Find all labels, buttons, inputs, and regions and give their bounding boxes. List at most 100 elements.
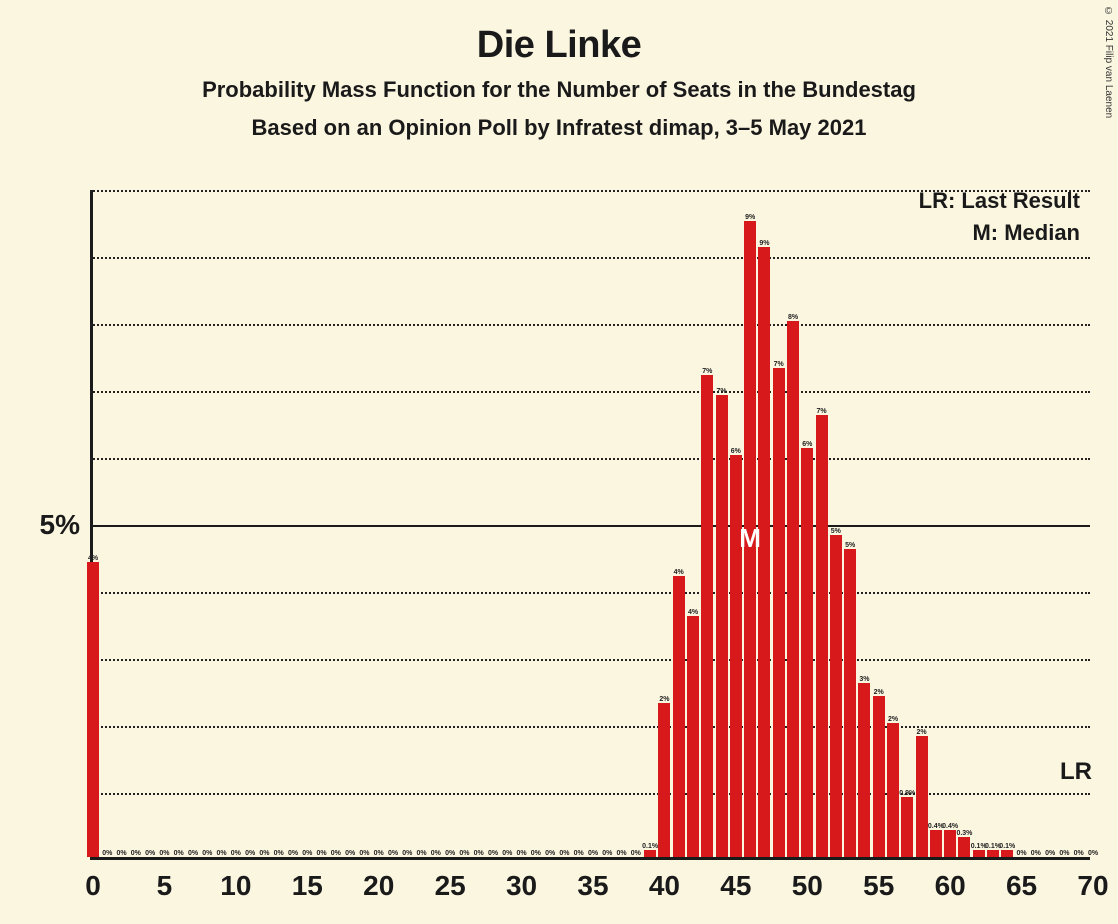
bar: 8% [787, 321, 799, 857]
bar-value-label: 2% [917, 729, 927, 736]
bar-value-label: 8% [788, 314, 798, 321]
chart-subtitle-2: Based on an Opinion Poll by Infratest di… [0, 115, 1118, 141]
bar-value-label: 0% [1045, 850, 1055, 857]
gridline-major [90, 525, 1090, 527]
gridline-minor [90, 391, 1090, 393]
bar-value-label: 0% [245, 850, 255, 857]
bar: 5% [844, 549, 856, 857]
bar-value-label: 0% [145, 850, 155, 857]
gridline-minor [90, 257, 1090, 259]
bar: 7% [716, 395, 728, 857]
bar-value-label: 0% [1059, 850, 1069, 857]
bar-value-label: 9% [759, 240, 769, 247]
bar: 7% [773, 368, 785, 857]
bar-value-label: 0% [217, 850, 227, 857]
chart-area: LR: Last Result M: Median 4%0%0%0%0%0%0%… [90, 190, 1090, 860]
bar-value-label: 9% [745, 214, 755, 221]
gridline-minor [90, 726, 1090, 728]
x-tick-label: 70 [1077, 870, 1108, 902]
bar-value-label: 0% [117, 850, 127, 857]
bar-value-label: 0% [459, 850, 469, 857]
bar-value-label: 0% [1088, 850, 1098, 857]
bar: 6% [801, 448, 813, 857]
bar-value-label: 0% [574, 850, 584, 857]
last-result-marker: LR [1060, 758, 1092, 786]
bar-value-label: 0% [288, 850, 298, 857]
bar: 0.1% [1001, 850, 1013, 857]
bar-value-label: 3% [859, 676, 869, 683]
bar-value-label: 6% [731, 448, 741, 455]
gridline-minor [90, 458, 1090, 460]
bar: 4% [687, 616, 699, 857]
bar-value-label: 0.1% [999, 843, 1015, 850]
bar: 2% [916, 736, 928, 857]
bar-value-label: 0.1% [642, 843, 658, 850]
bar-value-label: 0% [345, 850, 355, 857]
x-tick-label: 60 [935, 870, 966, 902]
bar-value-label: 0.9% [899, 790, 915, 797]
bar-value-label: 0.3% [956, 830, 972, 837]
gridline-minor [90, 793, 1090, 795]
bar-value-label: 0% [102, 850, 112, 857]
bar-value-label: 4% [88, 555, 98, 562]
bar-value-label: 0% [488, 850, 498, 857]
gridline-minor [90, 190, 1090, 192]
bar: 0.4% [930, 830, 942, 857]
bar: 7% [816, 415, 828, 857]
x-tick-label: 50 [792, 870, 823, 902]
bar: 0.4% [944, 830, 956, 857]
bar-value-label: 0% [359, 850, 369, 857]
bar: 0.1% [987, 850, 999, 857]
bar-value-label: 0% [188, 850, 198, 857]
bar-value-label: 0% [388, 850, 398, 857]
bar-value-label: 0% [545, 850, 555, 857]
x-tick-label: 30 [506, 870, 537, 902]
bar-value-label: 7% [717, 388, 727, 395]
x-axis-line [90, 857, 1090, 860]
x-tick-label: 25 [435, 870, 466, 902]
bar-value-label: 0% [302, 850, 312, 857]
bar: 4% [673, 576, 685, 857]
bar-value-label: 0% [317, 850, 327, 857]
bar-value-label: 0% [602, 850, 612, 857]
bar: 0.1% [973, 850, 985, 857]
bar-value-label: 0% [531, 850, 541, 857]
bar-value-label: 4% [674, 569, 684, 576]
x-tick-label: 55 [863, 870, 894, 902]
bar-value-label: 0% [1074, 850, 1084, 857]
bar-value-label: 0% [1031, 850, 1041, 857]
bar-value-label: 2% [874, 689, 884, 696]
bar: 0.9% [901, 797, 913, 857]
bar-value-label: 0% [502, 850, 512, 857]
median-marker: M [739, 523, 761, 554]
x-tick-label: 40 [649, 870, 680, 902]
bar-value-label: 0% [588, 850, 598, 857]
bar-value-label: 0% [631, 850, 641, 857]
bar-value-label: 5% [831, 528, 841, 535]
x-tick-label: 5 [157, 870, 173, 902]
gridline-minor [90, 324, 1090, 326]
bar: 2% [658, 703, 670, 857]
x-tick-label: 0 [85, 870, 101, 902]
bar-value-label: 0% [331, 850, 341, 857]
bar-value-label: 0% [131, 850, 141, 857]
bar-value-label: 0% [474, 850, 484, 857]
bar-value-label: 7% [702, 368, 712, 375]
bar: 4% [87, 562, 99, 857]
bar: 5% [830, 535, 842, 857]
bar-value-label: 0% [159, 850, 169, 857]
bar: 2% [887, 723, 899, 857]
copyright-text: © 2021 Filip van Laenen [1103, 6, 1114, 118]
bar: 0.1% [644, 850, 656, 857]
chart-subtitle-1: Probability Mass Function for the Number… [0, 77, 1118, 103]
bar-value-label: 0% [374, 850, 384, 857]
gridline-minor [90, 659, 1090, 661]
bar-value-label: 6% [802, 441, 812, 448]
x-tick-label: 45 [720, 870, 751, 902]
bar: 7% [701, 375, 713, 857]
x-tick-label: 15 [292, 870, 323, 902]
bar: 3% [858, 683, 870, 857]
bar-value-label: 2% [659, 696, 669, 703]
gridline-minor [90, 592, 1090, 594]
bar-value-label: 0% [174, 850, 184, 857]
